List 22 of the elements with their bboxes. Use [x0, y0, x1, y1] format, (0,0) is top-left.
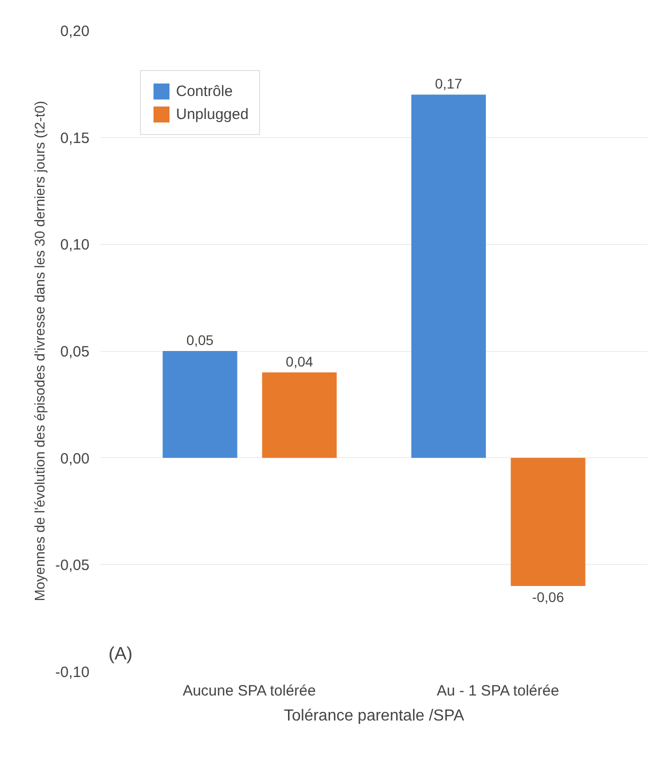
bar [262, 372, 337, 458]
y-tick-label: 0,20 [60, 23, 90, 40]
y-axis-title: Moyennes de l'évolution des épisodes d'ivresse dans les 30 derniers jours (t2-t0) [31, 100, 48, 602]
x-tick-label: Aucune SPA tolérée [182, 682, 316, 700]
y-tick-label: -0,05 [55, 557, 90, 574]
y-tick-label: 0,00 [60, 450, 90, 468]
data-label: 0,04 [286, 353, 314, 370]
x-tick-label: Au - 1 SPA tolérée [436, 682, 560, 700]
bar [162, 351, 238, 458]
data-label: 0,17 [434, 76, 462, 92]
legend-label: Contrôle [176, 82, 233, 100]
x-axis-title: Tolérance parentale /SPA [284, 708, 464, 724]
data-label: 0,05 [186, 332, 214, 348]
legend-label: Unplugged [176, 106, 249, 122]
y-tick-label: 0,05 [60, 344, 90, 360]
bar [510, 458, 586, 586]
data-label: -0,06 [532, 589, 564, 606]
y-tick-label: -0,10 [55, 664, 90, 681]
y-tick-label: 0,10 [60, 236, 90, 254]
annotation: (A) [108, 644, 132, 664]
bar [411, 94, 486, 458]
y-tick-label: 0,15 [60, 130, 90, 147]
